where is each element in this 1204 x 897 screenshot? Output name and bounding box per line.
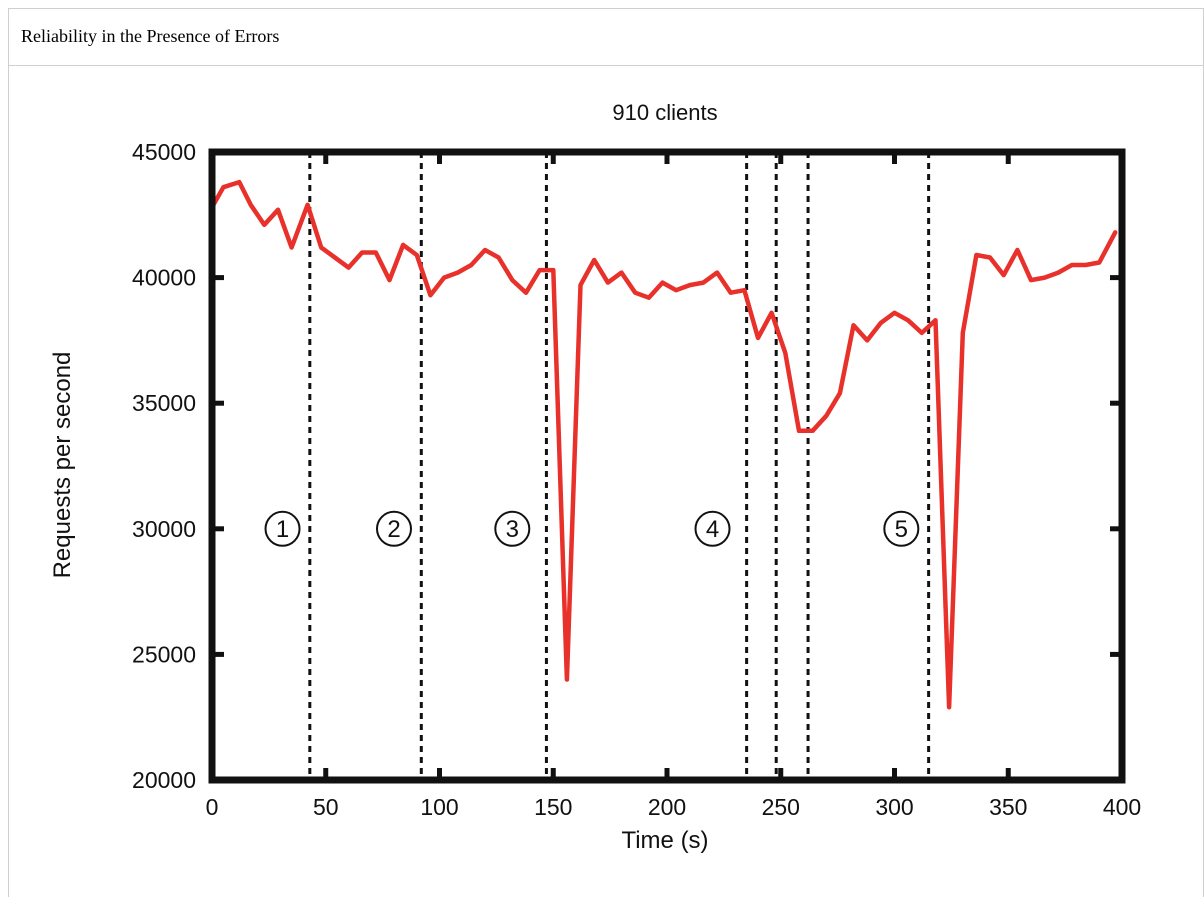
y-axis-label: Requests per second xyxy=(49,352,76,579)
phase-label-circle xyxy=(883,510,920,547)
phase-label-text: 1 xyxy=(276,516,289,543)
figure-frame: Reliability in the Presence of Errors xyxy=(8,8,1204,897)
phase-label-1: 1 xyxy=(264,510,301,547)
phase-label-2: 2 xyxy=(376,510,412,547)
y-tick-label: 25000 xyxy=(132,641,196,667)
x-tick-label: 350 xyxy=(989,794,1027,820)
x-tick-label: 0 xyxy=(206,794,219,820)
x-tick-label: 400 xyxy=(1103,794,1141,820)
x-tick-label: 150 xyxy=(534,794,572,820)
phase-label-text: 4 xyxy=(706,516,719,543)
y-tick-label: 40000 xyxy=(132,265,196,291)
y-tick-label: 35000 xyxy=(132,390,196,416)
y-tick-label: 45000 xyxy=(132,139,196,165)
phase-label-5: 5 xyxy=(883,510,920,547)
x-tick-label: 100 xyxy=(420,794,458,820)
y-tick-label: 20000 xyxy=(132,767,196,793)
phase-label-circle xyxy=(264,510,301,547)
x-axis-label: Time (s) xyxy=(621,827,708,854)
figure-title: Reliability in the Presence of Errors xyxy=(9,9,1203,66)
phase-label-circle xyxy=(376,510,412,547)
x-tick-label: 300 xyxy=(875,794,913,820)
chart-title: 910 clients xyxy=(612,100,717,125)
x-tick-label: 250 xyxy=(762,794,800,820)
phase-label-circle xyxy=(694,510,731,547)
phase-label-4: 4 xyxy=(694,510,731,547)
x-tick-label: 50 xyxy=(313,794,339,820)
series-line-1 xyxy=(209,179,1118,710)
phase-label-3: 3 xyxy=(494,510,531,547)
phase-label-text: 3 xyxy=(506,516,519,543)
phase-label-circle xyxy=(494,510,531,547)
phase-label-text: 5 xyxy=(895,516,908,543)
x-tick-label: 200 xyxy=(648,794,686,820)
plot-frame xyxy=(208,148,1126,784)
y-tick-label: 30000 xyxy=(132,516,196,542)
phase-label-text: 2 xyxy=(387,516,400,543)
